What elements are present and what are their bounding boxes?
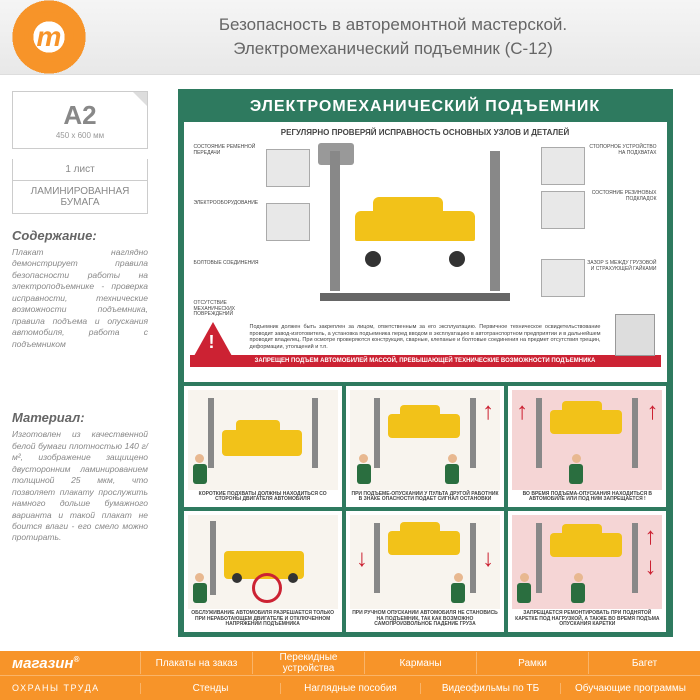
- instruction-grid: КОРОТКИЕ ПОДХВАТЫ ДОЛЖНЫ НАХОДИТЬСЯ СО С…: [184, 386, 667, 632]
- footer: магазин® Плакаты на заказ Перекидные уст…: [0, 651, 700, 700]
- lift-column-left: [330, 151, 340, 291]
- detail-belt: [266, 149, 310, 187]
- paper-info: ЛАМИНИРОВАННАЯ БУМАГА: [12, 181, 148, 214]
- cell-6-img: ↑ ↓: [512, 515, 662, 609]
- cell-5-txt: ПРИ РУЧНОМ ОПУСКАНИИ АВТОМОБИЛЯ НЕ СТАНО…: [350, 609, 500, 628]
- footer-row-1: магазин® Плакаты на заказ Перекидные уст…: [0, 651, 700, 676]
- detail-electro: [266, 203, 310, 241]
- flink-frames[interactable]: Рамки: [476, 652, 588, 674]
- lock-detail: [615, 314, 655, 356]
- header: m Безопасность в авторемонтной мастерско…: [0, 0, 700, 75]
- cell-2-txt: ПРИ ПОДЪЕМЕ-ОПУСКАНИИ У ПУЛЬТА ДРУГОЙ РА…: [350, 490, 500, 504]
- flink-visual[interactable]: Наглядные пособия: [280, 683, 420, 694]
- main: А2 450 x 600 мм 1 лист ЛАМИНИРОВАННАЯ БУ…: [0, 75, 700, 651]
- footer-links-2: Стенды Наглядные пособия Видеофильмы по …: [140, 683, 700, 694]
- cell-1-img: [188, 390, 338, 490]
- content-text: Плакат наглядно демонстрирует правила бе…: [12, 247, 148, 350]
- callout-4: ОТСУТСТВИЕ МЕХАНИЧЕСКИХ ПОВРЕЖДЕНИЙ: [194, 301, 264, 318]
- sheets-info: 1 лист: [12, 159, 148, 181]
- format-size: А2: [21, 100, 139, 131]
- callout-7: ЗАЗОР S МЕЖДУ ГРУЗОВОЙ И СТРАХУЮЩЕЙ ГАЙК…: [587, 261, 657, 272]
- poster-area: ЭЛЕКТРОМЕХАНИЧЕСКИЙ ПОДЪЕМНИК РЕГУЛЯРНО …: [160, 75, 700, 651]
- footer-brand-2: ОХРАНЫ ТРУДА: [12, 683, 140, 693]
- callout-1: СОСТОЯНИЕ РЕМЕННОЙ ПЕРЕДАЧИ: [194, 145, 264, 156]
- poster: ЭЛЕКТРОМЕХАНИЧЕСКИЙ ПОДЪЕМНИК РЕГУЛЯРНО …: [178, 89, 673, 637]
- cell-5-img: ↓ ↓: [350, 515, 500, 609]
- format-box: А2 450 x 600 мм: [12, 91, 148, 149]
- footer-brand-1: магазин: [12, 655, 73, 672]
- cell-2-img: ↑: [350, 390, 500, 490]
- flink-training[interactable]: Обучающие программы: [560, 683, 700, 694]
- footer-brand-sub: ОХРАНЫ ТРУДА: [0, 683, 140, 693]
- format-dimensions: 450 x 600 мм: [21, 131, 139, 140]
- material-text: Изготовлен из качественной белой бумаги …: [12, 429, 148, 544]
- lift-base: [320, 293, 510, 301]
- flink-baget[interactable]: Багет: [588, 652, 700, 674]
- flink-posters[interactable]: Плакаты на заказ: [140, 652, 252, 674]
- footer-brand: магазин®: [0, 656, 140, 671]
- callout-6: СОСТОЯНИЕ РЕЗИНОВЫХ ПОДКЛАДОК: [587, 191, 657, 202]
- car-icon: [355, 211, 475, 259]
- page: m Безопасность в авторемонтной мастерско…: [0, 0, 700, 700]
- lift-column-right: [490, 151, 500, 291]
- flink-stands[interactable]: Стенды: [140, 683, 280, 694]
- poster-subtitle: РЕГУЛЯРНО ПРОВЕРЯЙ ИСПРАВНОСТЬ ОСНОВНЫХ …: [190, 128, 661, 137]
- red-banner: ЗАПРЕЩЕН ПОДЪЕМ АВТОМОБИЛЕЙ МАССОЙ, ПРЕВ…: [190, 355, 661, 367]
- cell-1-txt: КОРОТКИЕ ПОДХВАТЫ ДОЛЖНЫ НАХОДИТЬСЯ СО С…: [188, 490, 338, 504]
- page-fold-icon: [133, 92, 147, 106]
- callout-5: СТОПОРНОЕ УСТРОЙСТВО НА ПОДХВАТАХ: [587, 145, 657, 156]
- page-title: Безопасность в авторемонтной мастерской.…: [86, 13, 700, 61]
- cell-5: ↓ ↓ ПРИ РУЧНОМ ОПУСКАНИИ АВТОМОБИЛЯ НЕ С…: [346, 511, 504, 632]
- brand-logo: m: [12, 0, 86, 74]
- material-heading: Материал:: [12, 410, 148, 425]
- warning-triangle-icon: [194, 322, 232, 356]
- poster-top-panel: РЕГУЛЯРНО ПРОВЕРЯЙ ИСПРАВНОСТЬ ОСНОВНЫХ …: [184, 122, 667, 382]
- footer-row-2: ОХРАНЫ ТРУДА Стенды Наглядные пособия Ви…: [0, 676, 700, 700]
- cell-6: ↑ ↓ ЗАПРЕЩАЕТСЯ РЕМОНТИРОВАТЬ ПРИ ПОДНЯТ…: [508, 511, 666, 632]
- reg-icon: ®: [73, 655, 79, 664]
- flink-pockets[interactable]: Карманы: [364, 652, 476, 674]
- callout-3: БОЛТОВЫЕ СОЕДИНЕНИЯ: [194, 261, 264, 267]
- callout-2: ЭЛЕКТРООБОРУДОВАНИЕ: [194, 201, 264, 207]
- detail-gap: [541, 259, 585, 297]
- sidebar: А2 450 x 600 мм 1 лист ЛАМИНИРОВАННАЯ БУ…: [0, 75, 160, 651]
- lift-diagram: СОСТОЯНИЕ РЕМЕННОЙ ПЕРЕДАЧИ ЭЛЕКТРООБОРУ…: [190, 141, 661, 321]
- flink-flip[interactable]: Перекидные устройства: [252, 652, 364, 674]
- footer-links-1: Плакаты на заказ Перекидные устройства К…: [140, 652, 700, 674]
- cell-3-txt: ВО ВРЕМЯ ПОДЪЕМА-ОПУСКАНИЯ НАХОДИТЬСЯ В …: [512, 490, 662, 504]
- cell-1: КОРОТКИЕ ПОДХВАТЫ ДОЛЖНЫ НАХОДИТЬСЯ СО С…: [184, 386, 342, 507]
- content-heading: Содержание:: [12, 228, 148, 243]
- cell-3: ↑ ↑ ВО ВРЕМЯ ПОДЪЕМА-ОПУСКАНИЯ НАХОДИТЬС…: [508, 386, 666, 507]
- cell-4: ОБСЛУЖИВАНИЕ АВТОМОБИЛЯ РАЗРЕШАЕТСЯ ТОЛЬ…: [184, 511, 342, 632]
- warning-text: Подъемник должен быть закреплен за лицом…: [190, 321, 661, 353]
- detail-stopper: [541, 147, 585, 185]
- cell-3-img: ↑ ↑: [512, 390, 662, 490]
- cell-4-img: [188, 515, 338, 609]
- cell-2: ↑ ПРИ ПОДЪЕМЕ-ОПУСКАНИИ У ПУЛЬТА ДРУГОЙ …: [346, 386, 504, 507]
- cell-4-txt: ОБСЛУЖИВАНИЕ АВТОМОБИЛЯ РАЗРЕШАЕТСЯ ТОЛЬ…: [188, 609, 338, 628]
- cell-6-txt: ЗАПРЕЩАЕТСЯ РЕМОНТИРОВАТЬ ПРИ ПОДНЯТОЙ К…: [512, 609, 662, 628]
- poster-title: ЭЛЕКТРОМЕХАНИЧЕСКИЙ ПОДЪЕМНИК: [184, 95, 667, 122]
- detail-rubber: [541, 191, 585, 229]
- logo-letter: m: [24, 12, 74, 62]
- flink-video[interactable]: Видеофильмы по ТБ: [420, 683, 560, 694]
